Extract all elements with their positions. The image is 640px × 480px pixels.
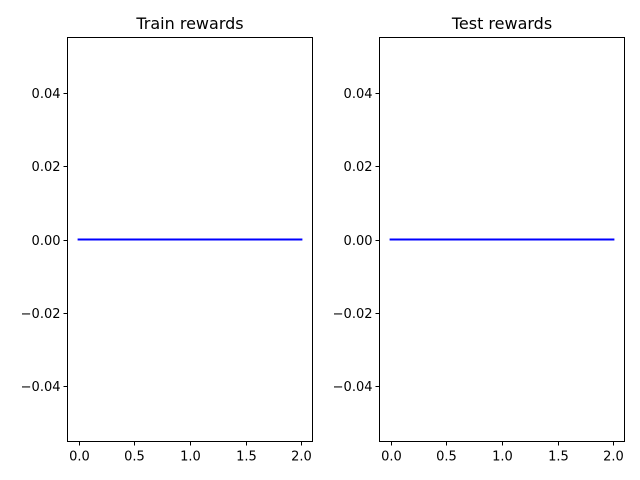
test-rewards-ytick-label: 0.02 bbox=[344, 160, 373, 175]
train-rewards-ytick-label: 0.04 bbox=[32, 87, 61, 102]
train-rewards-title: Train rewards bbox=[135, 14, 243, 33]
test-rewards-ytick-label: −0.02 bbox=[333, 307, 373, 322]
train-rewards-xtick-label: 2.0 bbox=[291, 450, 312, 465]
test-rewards-title: Test rewards bbox=[451, 14, 552, 33]
train-rewards-ytick-label: −0.02 bbox=[21, 307, 61, 322]
train-rewards-xtick-label: 1.0 bbox=[180, 450, 201, 465]
test-rewards-frame bbox=[379, 37, 625, 442]
train-rewards-frame bbox=[67, 37, 313, 442]
test-rewards-xtick-label: 2.0 bbox=[603, 450, 624, 465]
test-rewards-ytick-label: 0.04 bbox=[344, 87, 373, 102]
train-rewards-axes: Train rewards 0.0 0.5 1.0 1.5 2.0−0.04−0.020… bbox=[21, 14, 313, 465]
train-rewards-ytick-label: 0.00 bbox=[32, 234, 61, 249]
test-rewards-xtick-label: 1.5 bbox=[548, 450, 569, 465]
train-rewards-ticks: 0.0 0.5 1.0 1.5 2.0 −0.04 −0.02 0.00 0.02 0.04 bbox=[21, 87, 312, 465]
test-rewards-axes: Test rewards 0.0 0.5 1.0 1.5 2.0−0.04−0.020.… bbox=[333, 14, 625, 465]
test-rewards-ytick-label: −0.04 bbox=[333, 380, 373, 395]
train-rewards-xtick-label: 0.0 bbox=[69, 450, 90, 465]
test-rewards-xtick-label: 0.0 bbox=[381, 450, 402, 465]
test-rewards-xtick-label: 1.0 bbox=[492, 450, 513, 465]
test-rewards-xtick-label: 0.5 bbox=[436, 450, 457, 465]
test-rewards-ticks: 0.0 0.5 1.0 1.5 2.0 −0.04 −0.02 0.00 0.02 0.04 bbox=[333, 87, 624, 465]
train-rewards-ytick-label: 0.02 bbox=[32, 160, 61, 175]
train-rewards-xtick-label: 0.5 bbox=[124, 450, 145, 465]
test-rewards-ytick-label: 0.00 bbox=[344, 234, 373, 249]
train-rewards-xtick-label: 1.5 bbox=[236, 450, 257, 465]
train-rewards-ytick-label: −0.04 bbox=[21, 380, 61, 395]
